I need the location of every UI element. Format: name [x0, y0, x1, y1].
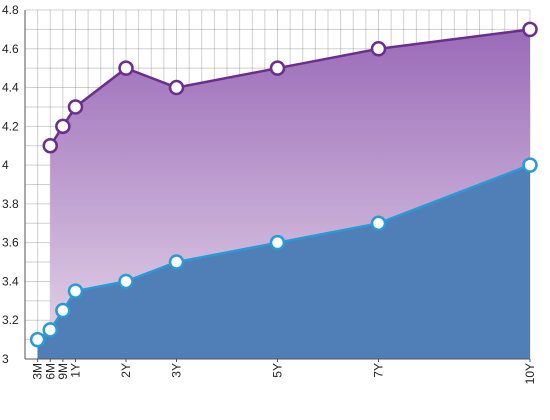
series-2-point	[42, 322, 58, 338]
x-tick-label: 2Y	[119, 363, 133, 378]
series-2-point	[269, 234, 286, 251]
y-tick-label: 3.8	[2, 197, 19, 211]
x-tick-label: 10Y	[523, 363, 537, 384]
series-1-point	[522, 21, 538, 38]
y-tick-label: 4.4	[2, 81, 19, 95]
y-tick-label: 4.2	[2, 119, 19, 133]
x-tick-label: 3Y	[170, 363, 184, 378]
x-tick-label: 1Y	[69, 363, 83, 378]
y-tick-label: 3	[2, 352, 9, 366]
series-1-point	[168, 79, 185, 96]
x-tick-label: 7Y	[372, 363, 386, 378]
series-1-point	[42, 137, 58, 154]
series-2-point	[55, 302, 71, 319]
x-tick-label: 3M	[31, 363, 45, 380]
series-2-point	[522, 157, 538, 173]
series-2-point	[118, 273, 134, 290]
x-tick-label: 9M	[56, 363, 70, 380]
x-tick-label: 6M	[43, 363, 57, 380]
y-tick-label: 4.8	[2, 3, 19, 17]
series-1-point	[67, 99, 84, 115]
y-tick-label: 3.6	[2, 236, 19, 250]
y-tick-label: 3.4	[2, 274, 19, 288]
series-2-point	[29, 331, 46, 348]
y-tick-label: 4	[2, 158, 9, 172]
series-2-point	[370, 215, 387, 232]
series-1-point	[370, 41, 387, 57]
x-tick-label: 5Y	[271, 363, 285, 378]
y-tick-label: 3.2	[2, 313, 19, 327]
series-1-point	[55, 118, 71, 135]
series-points	[29, 21, 538, 348]
series-1-point	[118, 60, 134, 76]
y-tick-label: 4.6	[2, 42, 19, 56]
series-1-point	[269, 60, 286, 76]
series-2-point	[67, 283, 84, 299]
axes	[24, 10, 531, 362]
series-2-point	[168, 254, 185, 270]
